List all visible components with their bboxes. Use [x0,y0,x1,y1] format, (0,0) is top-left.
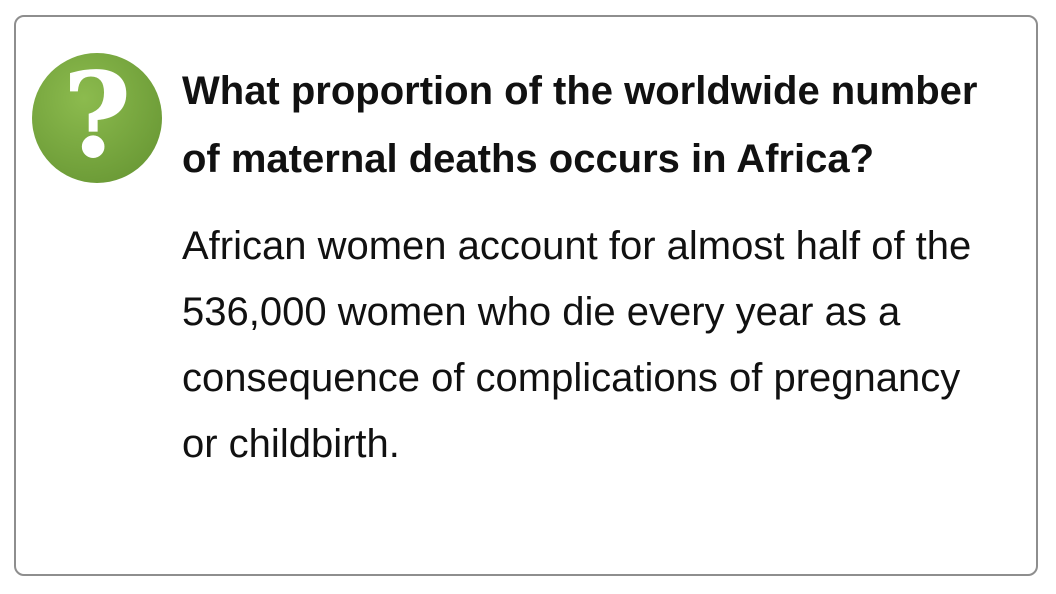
question-mark-icon: ? [31,52,163,184]
answer-text: African women account for almost half of… [182,224,972,466]
faq-content: What proportion of the worldwide number … [182,57,1002,477]
svg-text:?: ? [63,52,131,184]
question-text: What proportion of the worldwide number … [182,69,978,181]
faq-card: ? What proportion of the worldwide numbe… [14,15,1038,576]
